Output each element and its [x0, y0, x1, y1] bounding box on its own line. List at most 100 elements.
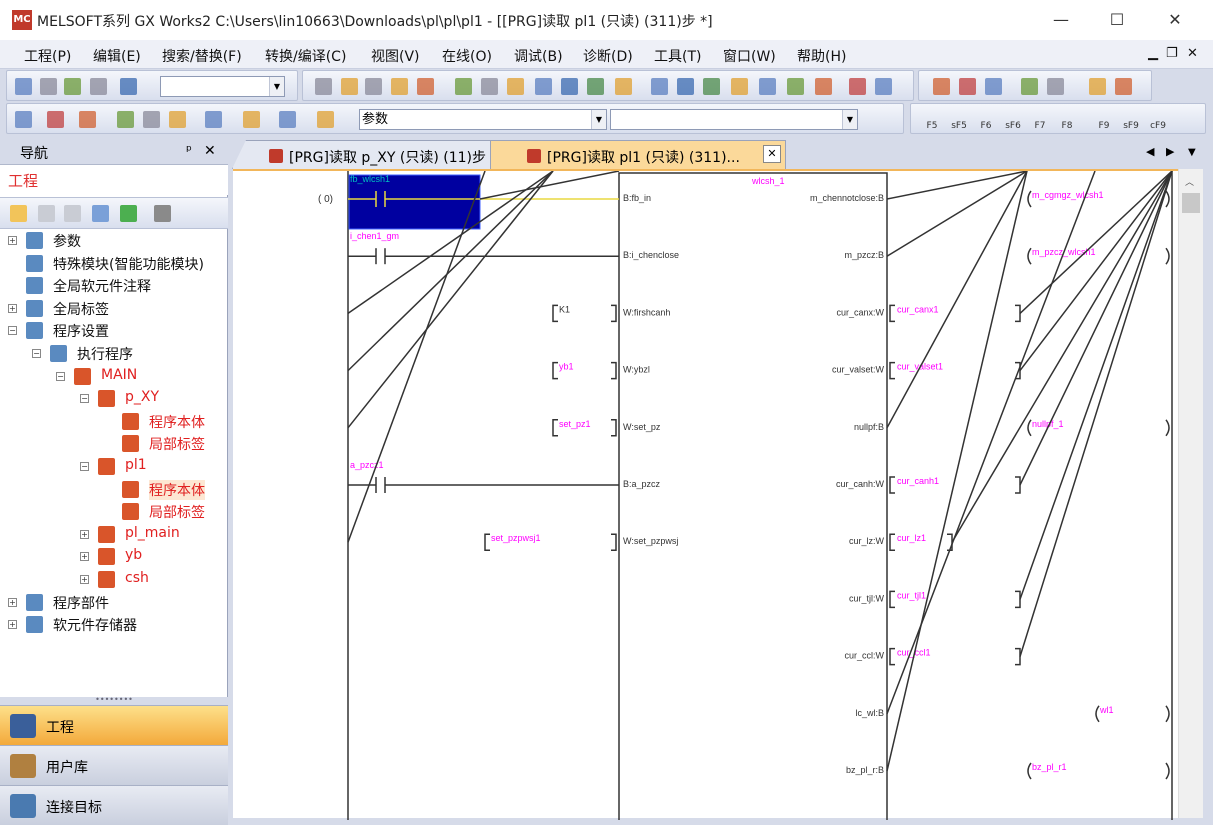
- nav-button[interactable]: 连接目标: [0, 785, 228, 825]
- toolbar-button-icon[interactable]: [143, 111, 160, 128]
- nav-button[interactable]: 工程: [0, 705, 228, 745]
- toolbar-button-icon[interactable]: [1115, 78, 1132, 95]
- toolbar-button-icon[interactable]: [417, 78, 434, 95]
- menu-item[interactable]: 在线(O): [442, 49, 492, 65]
- ladder-diagram[interactable]: ( 0) wlcsh_1 fb_wlcsh1 B:fb_in i_chen1_gm B:i…: [233, 170, 1178, 825]
- tree-item[interactable]: + 软元件存储器: [0, 615, 228, 635]
- menu-item[interactable]: 诊断(D): [583, 49, 633, 65]
- tab-pl1[interactable]: [PRG]读取 pl1 (只读) (311)... ✕: [490, 140, 786, 169]
- toolbar-button-icon[interactable]: [481, 78, 498, 95]
- toolbar-button-icon[interactable]: [959, 78, 976, 95]
- tree-item[interactable]: 程序本体: [0, 412, 228, 432]
- tree-item[interactable]: + 全局标签: [0, 299, 228, 319]
- toolbar-button-icon[interactable]: [933, 78, 950, 95]
- program-combo[interactable]: ▼: [160, 76, 285, 97]
- toolbar-button-icon[interactable]: [849, 78, 866, 95]
- ladder-fkey-button[interactable]: F5: [919, 106, 945, 132]
- toolbar-button-icon[interactable]: [40, 78, 57, 95]
- toolbar-button-icon[interactable]: [587, 78, 604, 95]
- tree-item[interactable]: − 执行程序: [0, 344, 228, 364]
- menu-item[interactable]: 视图(V): [371, 49, 420, 65]
- tree-item[interactable]: − MAIN: [0, 367, 228, 387]
- copy-icon[interactable]: [38, 205, 55, 222]
- toolbar-button-icon[interactable]: [117, 111, 134, 128]
- ladder-fkey-button[interactable]: cF9: [1145, 106, 1171, 132]
- tab-p-xy[interactable]: [PRG]读取 p_XY (只读) (11)步 *: [232, 140, 508, 169]
- tree-item[interactable]: 全局软元件注释: [0, 276, 228, 296]
- pin-icon[interactable]: ᵖ: [186, 143, 192, 159]
- collapse-icon[interactable]: −: [56, 371, 65, 381]
- toolbar-button-icon[interactable]: [169, 111, 186, 128]
- menu-item[interactable]: 转换/编译(C): [265, 49, 347, 65]
- menu-item[interactable]: 调试(B): [514, 49, 563, 65]
- ladder-fkey-button[interactable]: sF5: [946, 106, 972, 132]
- toolbar-button-icon[interactable]: [279, 111, 296, 128]
- close-icon[interactable]: ✕: [204, 143, 216, 159]
- toolbar-button-icon[interactable]: [15, 78, 32, 95]
- tab-next-button[interactable]: ▶: [1166, 145, 1175, 158]
- toolbar-button-icon[interactable]: [341, 78, 358, 95]
- toolbar-button-icon[interactable]: [47, 111, 64, 128]
- mdi-restore-button[interactable]: ❐: [1166, 46, 1178, 61]
- toolbar-button-icon[interactable]: [535, 78, 552, 95]
- toolbar-button-icon[interactable]: [875, 78, 892, 95]
- new-item-icon[interactable]: [10, 205, 27, 222]
- toolbar-button-icon[interactable]: [651, 78, 668, 95]
- toolbar-button-icon[interactable]: [561, 78, 578, 95]
- tree-item[interactable]: − 程序设置: [0, 321, 228, 341]
- expand-icon[interactable]: +: [80, 552, 89, 562]
- tab-prev-button[interactable]: ◀: [1146, 145, 1155, 158]
- toolbar-button-icon[interactable]: [79, 111, 96, 128]
- vertical-scrollbar[interactable]: ︿: [1178, 169, 1203, 818]
- expand-icon[interactable]: +: [8, 303, 17, 313]
- tab-close-button[interactable]: ✕: [763, 145, 781, 163]
- tree-item[interactable]: − pl1: [0, 457, 228, 477]
- toolbar-button-icon[interactable]: [455, 78, 472, 95]
- scroll-up-icon[interactable]: ︿: [1185, 178, 1195, 188]
- expand-icon[interactable]: +: [8, 620, 17, 630]
- expand-icon[interactable]: +: [8, 597, 17, 607]
- menu-item[interactable]: 搜索/替换(F): [162, 49, 242, 65]
- collapse-icon[interactable]: −: [80, 462, 89, 471]
- expand-icon[interactable]: +: [80, 575, 89, 584]
- toolbar-button-icon[interactable]: [365, 78, 382, 95]
- toolbar-button-icon[interactable]: [985, 78, 1002, 95]
- toolbar-button-icon[interactable]: [615, 78, 632, 95]
- tree-item[interactable]: + yb: [0, 547, 228, 567]
- tree-item[interactable]: + csh: [0, 570, 228, 590]
- expand-icon[interactable]: +: [8, 236, 17, 245]
- toolbar-button-icon[interactable]: [787, 78, 804, 95]
- toolbar-button-icon[interactable]: [120, 78, 137, 95]
- ladder-fkey-button[interactable]: F9: [1091, 106, 1117, 132]
- toolbar-button-icon[interactable]: [677, 78, 694, 95]
- toolbar-button-icon[interactable]: [205, 111, 222, 128]
- menu-item[interactable]: 帮助(H): [797, 49, 847, 65]
- ladder-fkey-button[interactable]: F8: [1054, 106, 1080, 132]
- paste-icon[interactable]: [64, 205, 81, 222]
- minimize-button[interactable]: —: [1053, 10, 1069, 29]
- ladder-fkey-button[interactable]: sF9: [1118, 106, 1144, 132]
- tree-item[interactable]: − p_XY: [0, 389, 228, 409]
- ladder-fkey-button[interactable]: sF6: [1000, 106, 1026, 132]
- collapse-icon[interactable]: −: [80, 394, 89, 404]
- menu-item[interactable]: 编辑(E): [93, 49, 141, 65]
- toolbar-button-icon[interactable]: [759, 78, 776, 95]
- mdi-minimize-button[interactable]: ▁: [1148, 46, 1158, 61]
- tree-item[interactable]: 程序本体: [0, 479, 228, 500]
- toolbar-button-icon[interactable]: [731, 78, 748, 95]
- collapse-icon[interactable]: −: [8, 326, 17, 336]
- device-combo[interactable]: ▼: [610, 109, 858, 130]
- menu-item[interactable]: 窗口(W): [723, 49, 776, 65]
- ladder-fkey-button[interactable]: F6: [973, 106, 999, 132]
- toolbar-button-icon[interactable]: [64, 78, 81, 95]
- toolbar-button-icon[interactable]: [1021, 78, 1038, 95]
- tree-item[interactable]: + pl_main: [0, 525, 228, 545]
- toolbar-button-icon[interactable]: [703, 78, 720, 95]
- ladder-fkey-button[interactable]: F7: [1027, 106, 1053, 132]
- sort-icon[interactable]: [154, 205, 171, 222]
- search-combo[interactable]: 参数 ▼: [359, 109, 607, 130]
- toolbar-button-icon[interactable]: [15, 111, 32, 128]
- properties-icon[interactable]: [92, 205, 109, 222]
- tree-item[interactable]: 特殊模块(智能功能模块): [0, 254, 228, 274]
- toolbar-button-icon[interactable]: [243, 111, 260, 128]
